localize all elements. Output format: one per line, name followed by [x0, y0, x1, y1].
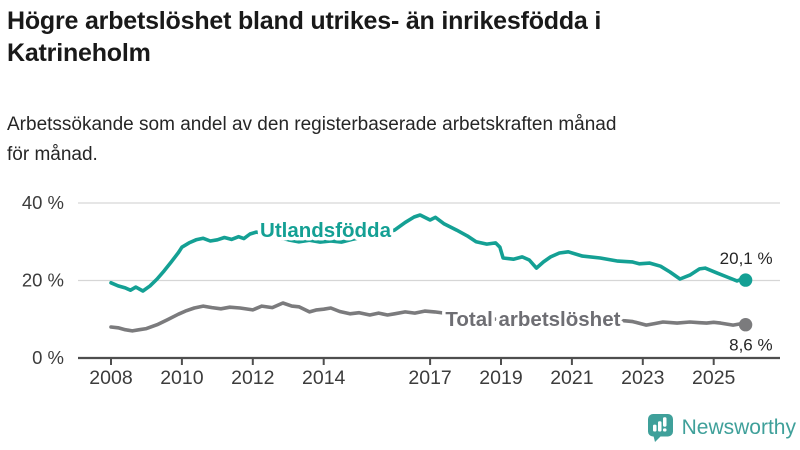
chart-subtitle-line-1: Arbetssökande som andel av den registerb… [7, 114, 617, 135]
series-line-0 [109, 213, 748, 293]
bar-chart-speech-bubble-icon [647, 412, 674, 443]
series-end-value-0: 20,1 % [720, 249, 773, 268]
chart-title-line-1: Högre arbetslöshet bland utrikes- än inr… [7, 7, 602, 35]
newsworthy-wordmark: Newsworthy [681, 415, 796, 439]
chart-subtitle: Arbetssökande som andel av den registerb… [7, 110, 797, 170]
x-tick-label: 2025 [692, 367, 736, 389]
series-line-1 [109, 301, 748, 333]
chart-subtitle-line-2: för månad. [7, 144, 98, 165]
newsworthy-logo[interactable]: Newsworthy [647, 412, 796, 443]
series-end-dot-1 [738, 318, 753, 332]
series-label-1: Total arbetslöshet [445, 308, 620, 331]
x-tick-label: 2023 [621, 367, 664, 389]
series-end-dot-0 [738, 273, 753, 287]
x-tick-label: 2012 [231, 367, 274, 389]
chart-canvas: 0 % 20 % 40 % 2008 2010 2012 2014 2017 2019 2021 2… [22, 192, 780, 389]
x-tick-label: 2019 [479, 367, 522, 389]
series-end-value-1: 8,6 % [729, 336, 772, 355]
series-label-0: Utlandsfödda [260, 219, 392, 242]
chart-title: Högre arbetslöshet bland utrikes- än inr… [7, 5, 791, 69]
x-tick-label: 2014 [302, 367, 346, 389]
unemployment-line-chart: 0 % 20 % 40 % 2008 2010 2012 2014 2017 2019 2021 2… [0, 192, 800, 397]
x-tick-label: 2021 [550, 367, 593, 389]
x-tick-label: 2017 [408, 367, 451, 389]
y-tick-label: 0 % [32, 347, 64, 368]
x-tick-label: 2008 [89, 367, 132, 389]
x-tick-label: 2010 [160, 367, 204, 389]
chart-title-line-2: Katrineholm [7, 39, 151, 67]
y-tick-label: 40 % [22, 192, 64, 213]
y-tick-label: 20 % [22, 270, 64, 291]
